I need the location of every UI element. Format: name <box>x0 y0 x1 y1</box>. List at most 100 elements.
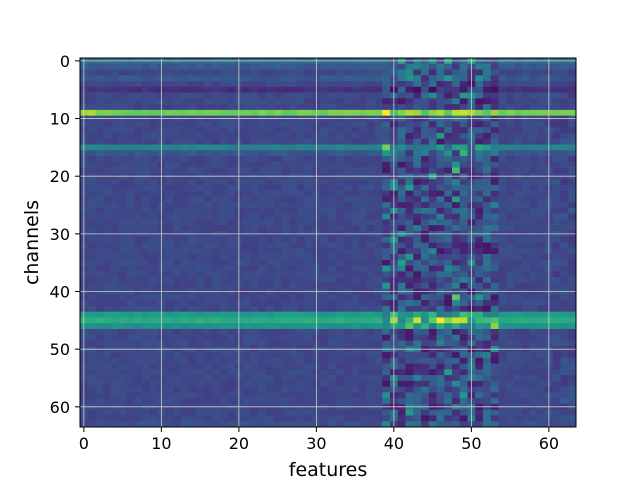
heatmap-cell <box>483 81 492 88</box>
heatmap-cell <box>552 75 561 82</box>
heatmap-cell <box>196 213 205 220</box>
heatmap-cell <box>552 357 561 364</box>
heatmap-cell <box>258 109 267 117</box>
heatmap-cell <box>529 409 538 416</box>
heatmap-cell <box>444 254 453 261</box>
heatmap-cell <box>250 179 259 186</box>
heatmap-cell <box>444 323 453 330</box>
heatmap-cell <box>421 121 430 128</box>
heatmap-cell <box>366 300 375 307</box>
heatmap-cell <box>366 340 375 347</box>
heatmap-cell <box>490 294 499 301</box>
heatmap-cell <box>366 213 375 220</box>
heatmap-cell <box>483 150 492 157</box>
heatmap-cell <box>335 392 344 399</box>
heatmap-cell <box>382 150 391 157</box>
heatmap-cell <box>95 225 104 232</box>
heatmap-cell <box>459 277 468 284</box>
heatmap-cell <box>421 144 430 151</box>
heatmap-cell <box>304 409 313 416</box>
heatmap-cell <box>250 282 259 289</box>
heatmap-cell <box>514 311 523 318</box>
heatmap-cell <box>258 323 267 330</box>
heatmap-cell <box>552 398 561 405</box>
heatmap-cell <box>560 179 569 186</box>
heatmap-cell <box>382 213 391 220</box>
heatmap-cell <box>421 202 430 209</box>
heatmap-cell <box>521 363 530 370</box>
heatmap-cell <box>126 236 135 243</box>
heatmap-cell <box>95 277 104 284</box>
heatmap-cell <box>297 75 306 82</box>
heatmap-cell <box>351 392 360 399</box>
heatmap-cell <box>498 138 507 145</box>
heatmap-cell <box>413 398 422 405</box>
heatmap-cell <box>498 213 507 220</box>
heatmap-cell <box>351 167 360 174</box>
heatmap-cell <box>405 375 414 382</box>
heatmap-cell <box>444 386 453 393</box>
heatmap-cell <box>111 75 120 82</box>
heatmap-cell <box>142 421 151 428</box>
heatmap-cell <box>498 352 507 359</box>
heatmap-cell <box>320 375 329 382</box>
heatmap-cell <box>328 132 337 140</box>
heatmap-cell <box>428 415 437 422</box>
heatmap-cell <box>126 369 135 376</box>
heatmap-cell <box>452 236 461 243</box>
heatmap-cell <box>436 375 445 382</box>
heatmap-cell <box>242 121 251 128</box>
heatmap-cell <box>227 317 236 324</box>
heatmap-cell <box>452 196 461 203</box>
heatmap-cell <box>297 236 306 243</box>
heatmap-cell <box>405 409 414 416</box>
heatmap-cell <box>111 196 120 203</box>
heatmap-cell <box>111 127 120 134</box>
heatmap-cell <box>483 132 492 140</box>
heatmap-cell <box>359 311 368 318</box>
heatmap-cell <box>103 317 112 324</box>
heatmap-cell <box>382 254 391 261</box>
heatmap-cell <box>514 138 523 145</box>
heatmap-cell <box>382 282 391 289</box>
heatmap-cell <box>149 242 158 249</box>
heatmap-cell <box>273 282 282 289</box>
heatmap-cell <box>366 311 375 318</box>
heatmap-cell <box>289 323 298 330</box>
heatmap-cell <box>421 380 430 387</box>
heatmap-cell <box>165 323 174 330</box>
heatmap-cell <box>211 219 220 226</box>
heatmap-cell <box>320 340 329 347</box>
heatmap-cell <box>568 340 577 347</box>
heatmap-cell <box>118 317 127 324</box>
heatmap-cell <box>343 92 352 99</box>
heatmap-cell <box>142 311 151 318</box>
heatmap-cell <box>219 323 228 330</box>
heatmap-cell <box>374 369 383 376</box>
heatmap-cell <box>118 392 127 399</box>
heatmap-cell <box>118 421 127 428</box>
heatmap-cell <box>173 392 182 399</box>
heatmap-cell <box>475 305 484 313</box>
heatmap-cell <box>335 98 344 105</box>
heatmap-cell <box>459 121 468 128</box>
heatmap-cell <box>537 323 546 330</box>
heatmap-cell <box>405 196 414 203</box>
heatmap-cell <box>196 300 205 307</box>
heatmap-cell <box>335 271 344 278</box>
heatmap-cell <box>111 369 120 376</box>
heatmap-cell <box>405 75 414 82</box>
heatmap-cell <box>568 225 577 232</box>
heatmap-cell <box>483 75 492 82</box>
heatmap-cell <box>289 98 298 105</box>
heatmap-cell <box>134 375 143 382</box>
heatmap-cell <box>111 63 120 70</box>
heatmap-cell <box>374 161 383 168</box>
heatmap-cell <box>211 392 220 399</box>
heatmap-cell <box>242 352 251 359</box>
heatmap-cell <box>219 294 228 301</box>
heatmap-cell <box>227 138 236 145</box>
heatmap-cell <box>165 167 174 174</box>
heatmap-cell <box>459 132 468 140</box>
heatmap-cell <box>126 219 135 226</box>
